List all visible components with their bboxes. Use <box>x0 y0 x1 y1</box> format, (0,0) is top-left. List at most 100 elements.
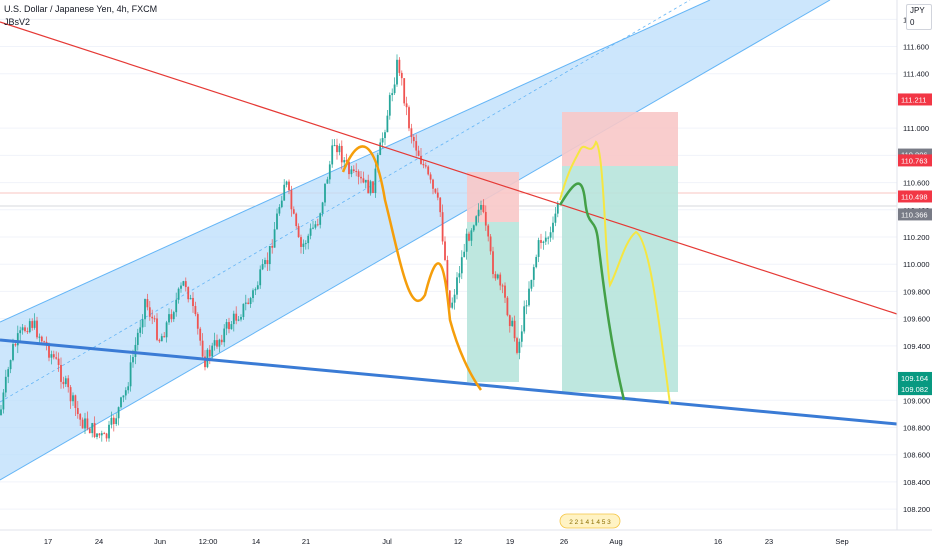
candle-body <box>348 161 350 175</box>
candle-body <box>158 339 161 342</box>
trendlines-layer[interactable] <box>0 21 898 426</box>
candle-body <box>427 166 430 175</box>
orange-projection-path <box>341 145 483 391</box>
time-marker-bg <box>559 513 621 529</box>
candle-body <box>374 168 377 193</box>
candle-body <box>456 277 458 295</box>
price-tick-label: 111.600 <box>903 43 929 52</box>
candle-body <box>232 313 235 325</box>
candle-body <box>285 181 288 185</box>
candle-body <box>331 145 334 165</box>
candle-body <box>292 209 295 214</box>
candle-body <box>302 243 305 247</box>
candle-body <box>129 362 132 387</box>
projection-paths[interactable] <box>341 140 671 405</box>
candle-body <box>230 324 233 330</box>
candle-body <box>105 433 108 439</box>
position-zones[interactable] <box>467 112 678 392</box>
candle-body <box>261 264 264 270</box>
candle-body <box>535 256 538 268</box>
candle-body <box>345 160 348 162</box>
indicator-label[interactable]: JBsV2 <box>4 17 31 27</box>
time-axis[interactable]: 17 24 Jun 12:00 14 21 Jul 12 19 26 Aug 16 23 Sep 2 2 1… <box>0 513 932 546</box>
candle-body <box>100 433 103 436</box>
candle-body <box>494 274 497 279</box>
candle-body <box>36 320 38 338</box>
symbol-title[interactable]: U.S. Dollar / Japanese Yen, 4h, FXCM <box>4 4 158 14</box>
candle-body <box>249 298 252 304</box>
candle-body <box>28 321 31 333</box>
price-tick-label: 108.800 <box>903 423 930 432</box>
time-tick-label: 14 <box>252 537 260 546</box>
candle-body <box>357 171 360 177</box>
candle-body <box>460 257 463 274</box>
price-badge-text: 110.366 <box>901 210 928 219</box>
price-tick-label: 109.800 <box>903 287 930 296</box>
candle-body <box>316 224 319 226</box>
candle-body <box>244 302 247 304</box>
candle-body <box>300 237 302 247</box>
candle-body <box>352 169 355 172</box>
price-tick-label: 110.600 <box>903 179 930 188</box>
candle-body <box>506 297 509 316</box>
candle-body <box>96 433 98 437</box>
price-tick-label: 111.400 <box>903 70 929 79</box>
price-tick-label: 108.400 <box>903 478 930 487</box>
candle-body <box>297 226 300 238</box>
candle-body <box>324 183 326 203</box>
candle-body <box>484 211 487 226</box>
candle-body <box>182 281 185 286</box>
candle-body <box>93 423 96 437</box>
candle-body <box>180 285 182 289</box>
price-tick-label: 108.600 <box>903 451 930 460</box>
price-tick-label: 110.200 <box>903 233 930 242</box>
candle-body <box>326 179 329 184</box>
candle-body <box>110 417 113 425</box>
candle-body <box>127 386 130 391</box>
candle-body <box>134 344 137 357</box>
candle-body <box>372 181 374 193</box>
candle-body <box>4 376 7 393</box>
candle-body <box>446 260 449 291</box>
candle-body <box>117 407 120 419</box>
candle-body <box>554 213 557 223</box>
candle-body <box>439 197 442 213</box>
candle-body <box>523 306 526 332</box>
candle-body <box>463 251 466 258</box>
time-tick-label: 26 <box>560 537 568 546</box>
candle-body <box>122 395 125 398</box>
channel-lower-line <box>0 0 831 481</box>
candle-body <box>139 327 142 333</box>
candle-body <box>458 273 461 278</box>
candle-body <box>511 320 514 327</box>
candle-body <box>170 314 173 320</box>
candle-body <box>453 294 456 303</box>
candle-body <box>405 103 408 108</box>
candle-body <box>184 281 187 288</box>
candle-body <box>60 364 62 382</box>
candle-body <box>556 203 559 214</box>
candle-body <box>189 297 192 300</box>
currency-unit-label[interactable]: JPY 0 <box>906 4 932 30</box>
candle-body <box>420 155 422 164</box>
price-tick-label: 109.000 <box>903 396 930 405</box>
candle-body <box>177 288 180 300</box>
candle-body <box>115 418 118 425</box>
price-axis[interactable]: 111.800111.600111.400111.000110.800110.6… <box>896 0 932 550</box>
price-badge-text: 109.082 <box>901 385 928 394</box>
ascending-channel[interactable] <box>0 0 831 481</box>
candle-body <box>415 141 418 151</box>
candle-body <box>542 241 545 243</box>
candle-body <box>487 225 490 237</box>
candle-body <box>530 279 533 289</box>
time-tick-label: 23 <box>765 537 773 546</box>
candle-body <box>441 212 444 242</box>
candle-body <box>240 317 242 320</box>
candle-body <box>393 84 396 94</box>
candle-body <box>432 179 434 189</box>
candle-body <box>259 269 262 286</box>
time-tick-label: 21 <box>302 537 310 546</box>
candle-body <box>314 224 317 228</box>
